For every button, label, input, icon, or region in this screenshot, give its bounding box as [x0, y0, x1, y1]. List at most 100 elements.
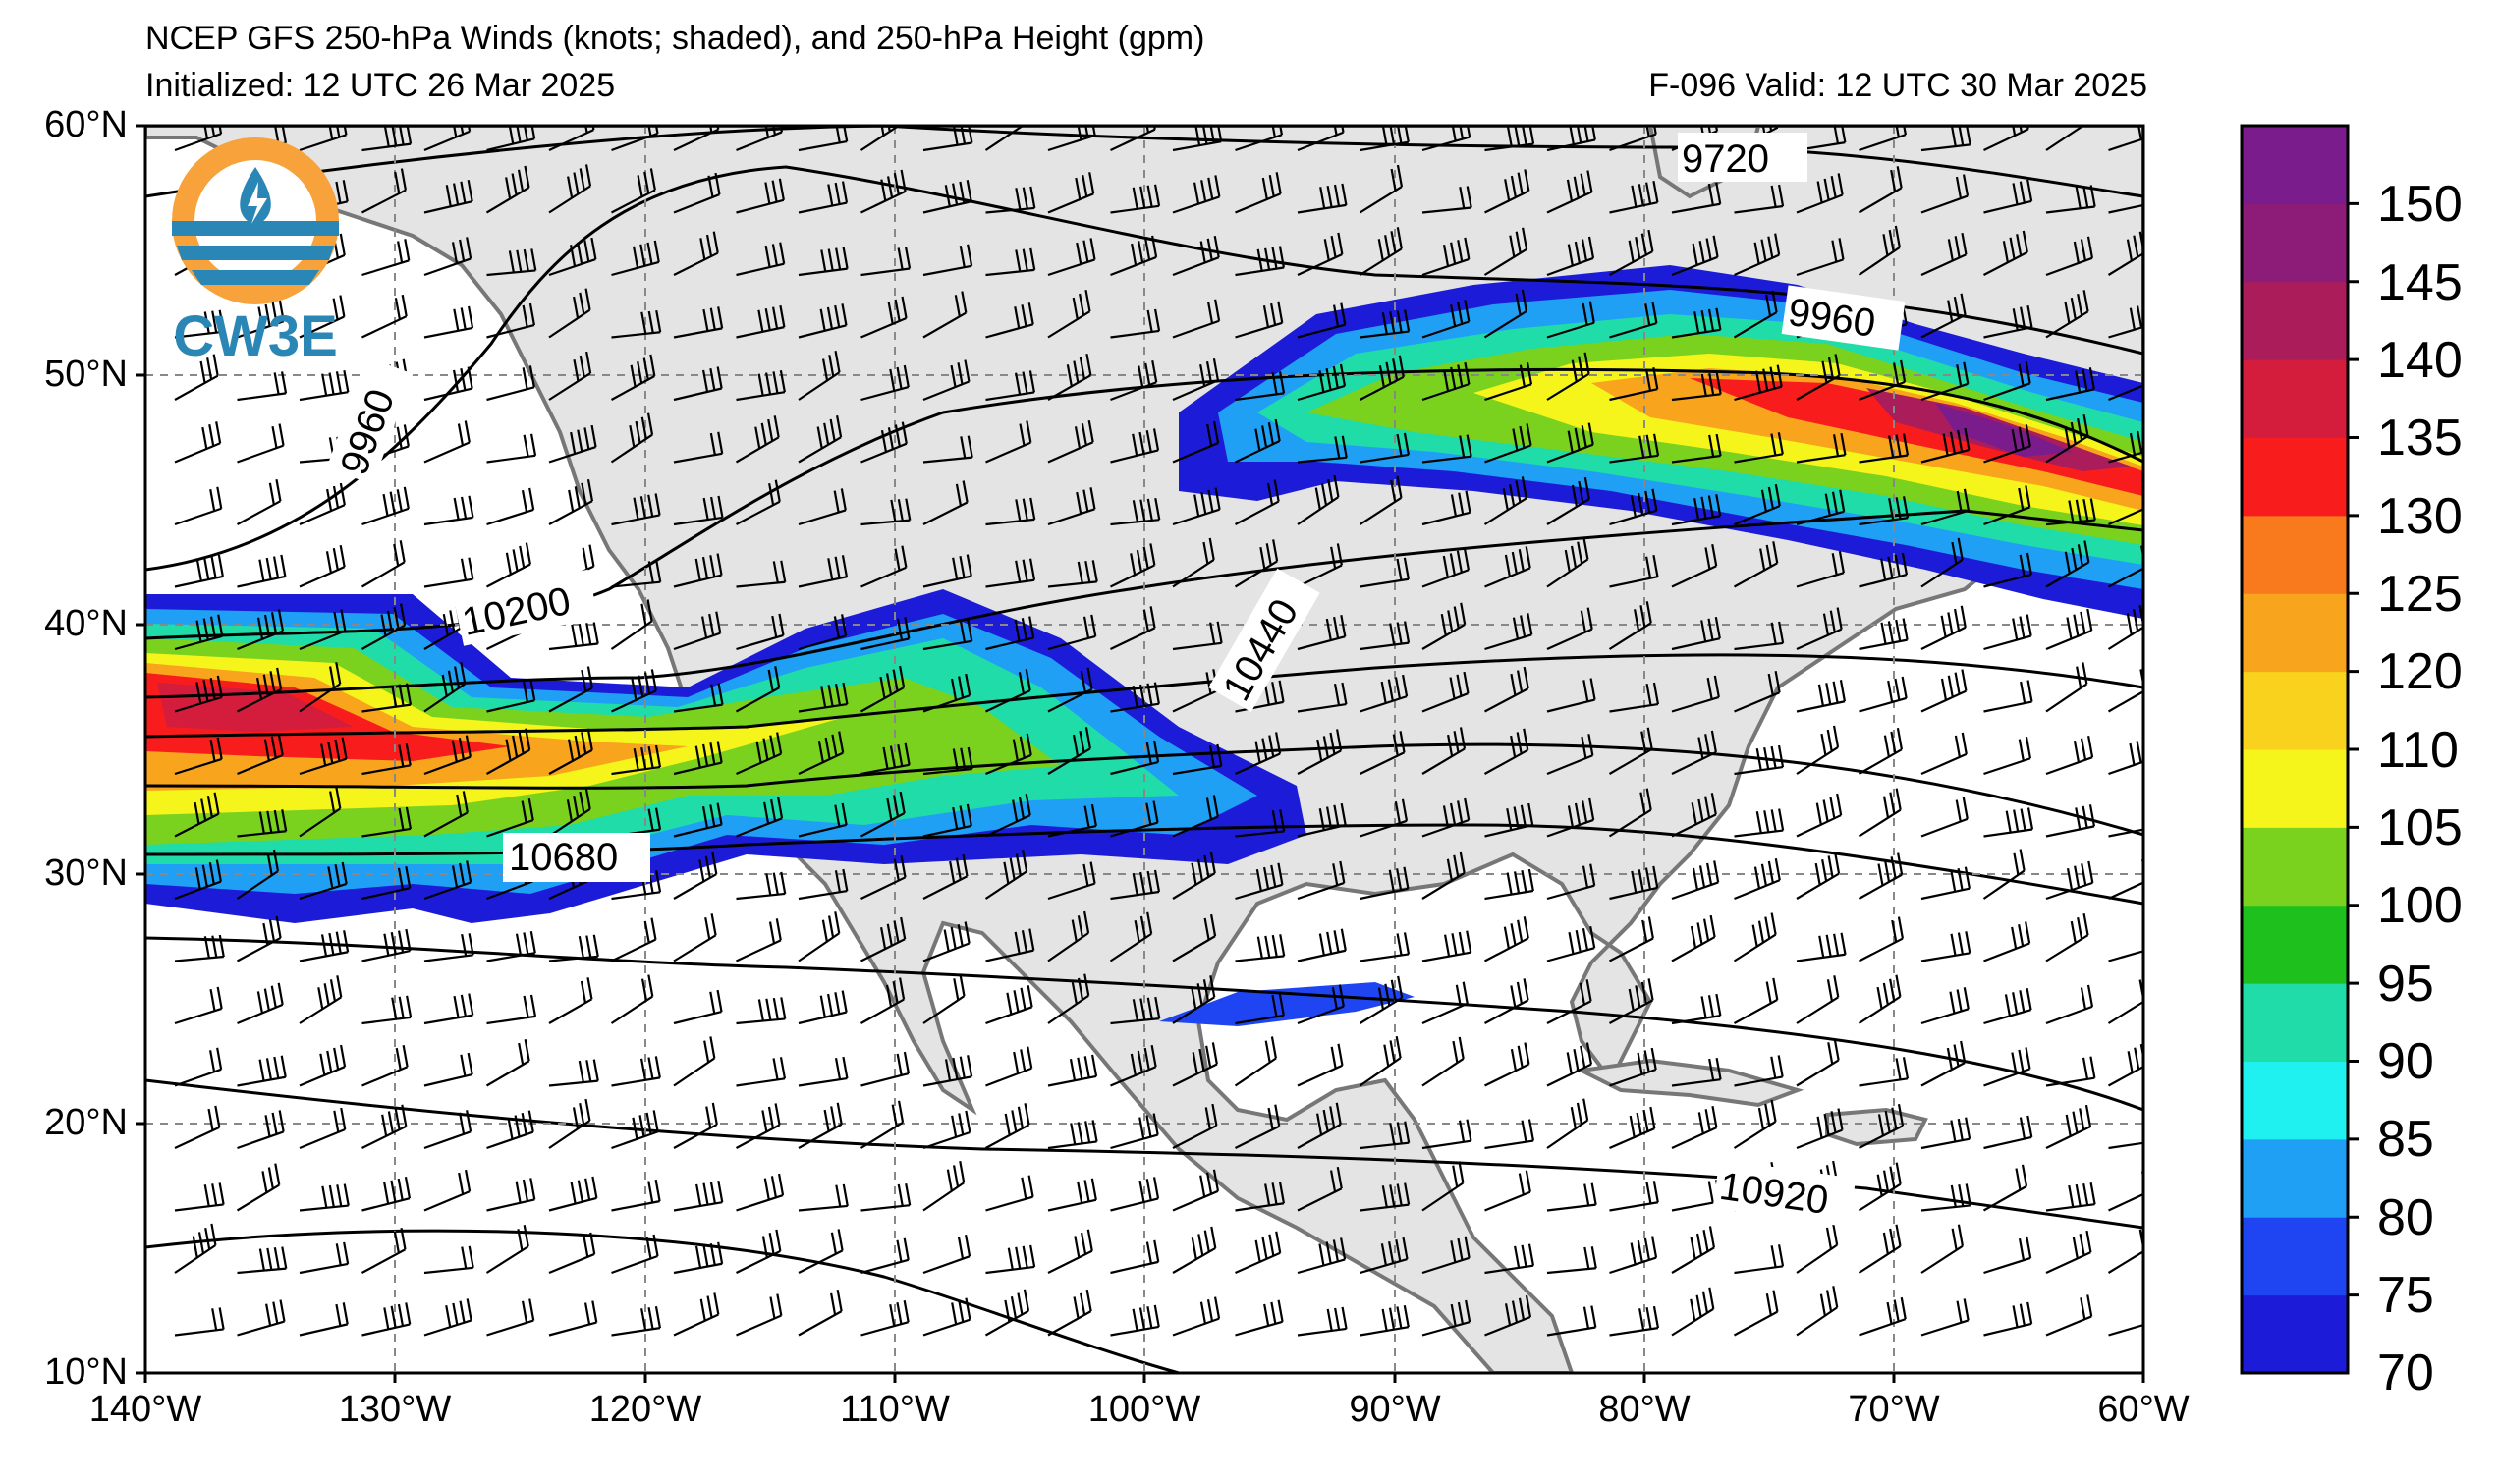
wind-barb-feather: [584, 1098, 591, 1122]
wind-barb-feather: [1947, 300, 1954, 322]
wind-barb-feather: [717, 683, 724, 705]
wind-barb-feather: [1897, 916, 1905, 939]
wind-barb-feather: [209, 677, 216, 700]
colorbar-swatch: [2242, 1294, 2348, 1374]
wind-barb-feather: [466, 1110, 472, 1132]
wind-barb-feather: [1902, 618, 1909, 640]
wind-barb-feather: [1019, 126, 1022, 128]
wind-barb-feather: [1390, 168, 1397, 192]
wind-barb-feather: [1090, 1054, 1098, 1077]
wind-barb-feather: [1876, 986, 1883, 1010]
wind-barb-feather: [2073, 741, 2081, 763]
wind-barb: [486, 386, 535, 402]
wind-barb: [1484, 567, 1531, 588]
wind-barb-feather: [770, 798, 777, 822]
wind-barb-feather: [952, 557, 959, 580]
wind-barb-feather: [2018, 1237, 2026, 1261]
wind-barb-feather: [275, 915, 282, 939]
wind-barb-feather: [2082, 186, 2089, 208]
wind-barb-feather: [1214, 299, 1221, 321]
wind-barb-feather: [1275, 732, 1282, 754]
colorbar-label-85: 85: [2377, 1111, 2434, 1168]
wind-barb: [1359, 997, 1403, 1024]
wind-barb-feather: [834, 870, 842, 893]
wind-barb-feather: [1830, 175, 1837, 198]
wind-barb-feather: [1083, 805, 1090, 828]
wind-barb-feather: [1582, 1098, 1589, 1121]
wind-barb-feather: [1261, 1237, 1268, 1260]
wind-barb: [673, 193, 720, 214]
wind-barb-feather: [1888, 498, 1895, 521]
wind-barb-feather: [1138, 684, 1146, 707]
wind-barb: [1483, 687, 1529, 713]
wind-barb: [1859, 380, 1906, 402]
wind-barb: [1796, 374, 1841, 401]
wind-barb: [1047, 824, 1097, 838]
wind-barb-feather: [2136, 305, 2143, 328]
wind-barb-feather: [1466, 1119, 1472, 1141]
contour-label-10680: 10680: [509, 836, 618, 879]
wind-barb-feather: [1263, 683, 1270, 705]
wind-barb-feather: [528, 487, 535, 511]
wind-barb: [798, 1249, 844, 1274]
wind-barb: [548, 1120, 591, 1149]
wind-barb-feather: [1949, 991, 1956, 1014]
wind-barb-feather: [1029, 247, 1036, 271]
wind-barb-feather: [1333, 804, 1340, 828]
wind-barb-feather: [1138, 1307, 1146, 1330]
wind-barb-feather: [1079, 293, 1085, 316]
wind-barb-feather: [901, 545, 908, 568]
wind-barb-feather: [566, 799, 574, 822]
wind-barb-feather: [1711, 1105, 1718, 1128]
wind-barb-feather: [2013, 809, 2020, 832]
wind-barb-feather: [1715, 307, 1722, 331]
wind-barb-feather: [1836, 607, 1843, 630]
wind-barb: [1609, 201, 1658, 214]
wind-barb-feather: [1381, 126, 1388, 146]
wind-barb-feather: [1832, 681, 1839, 703]
wind-barb-feather: [398, 807, 405, 831]
wind-barb: [1047, 932, 1089, 962]
wind-barb-feather: [1519, 364, 1526, 387]
wind-barb-feather: [1638, 435, 1645, 459]
wind-barb-feather: [1083, 973, 1090, 996]
wind-barb-feather: [1336, 543, 1343, 566]
wind-barb: [1671, 750, 1717, 775]
wind-barb-feather: [1209, 975, 1216, 998]
wind-barb-feather: [1653, 126, 1657, 135]
wind-barb-feather: [1955, 799, 1962, 822]
wind-barb-feather: [647, 1057, 654, 1079]
wind-barb-feather: [1198, 1048, 1205, 1072]
wind-barb-feather: [647, 1307, 654, 1330]
wind-barb-feather: [1146, 185, 1153, 208]
wind-barb: [1047, 882, 1095, 901]
wind-barb-feather: [591, 1300, 598, 1323]
wind-barb-feather: [1829, 610, 1836, 632]
wind-barb-feather: [468, 993, 474, 1016]
wind-barb: [2045, 630, 2092, 651]
wind-barb-feather: [343, 369, 350, 393]
wind-barb: [486, 508, 534, 526]
wind-barb: [2107, 1250, 2143, 1274]
wind-barb: [1671, 1307, 1714, 1337]
wind-barb-feather: [1890, 856, 1897, 879]
wind-barb: [423, 1190, 471, 1212]
wind-barb-feather: [2075, 370, 2082, 393]
wind-barb: [1983, 382, 2031, 402]
wind-barb-feather: [1518, 1173, 1525, 1195]
wind-barb-feather: [829, 418, 836, 442]
wind-barb-feather: [1464, 237, 1471, 260]
wind-barb-feather: [2144, 928, 2148, 950]
wind-barb-feather: [757, 373, 764, 396]
wind-barb: [1920, 817, 1969, 838]
wind-barb-feather: [2016, 234, 2023, 256]
wind-barb: [1920, 689, 1967, 713]
wind-barb: [1671, 881, 1719, 901]
wind-barb: [1110, 449, 1159, 464]
wind-barb-feather: [1776, 364, 1783, 387]
wind-barb-feather: [2075, 1183, 2082, 1207]
wind-barb: [174, 507, 222, 526]
wind-barb-feather: [646, 242, 653, 265]
wind-barb: [1172, 508, 1220, 526]
